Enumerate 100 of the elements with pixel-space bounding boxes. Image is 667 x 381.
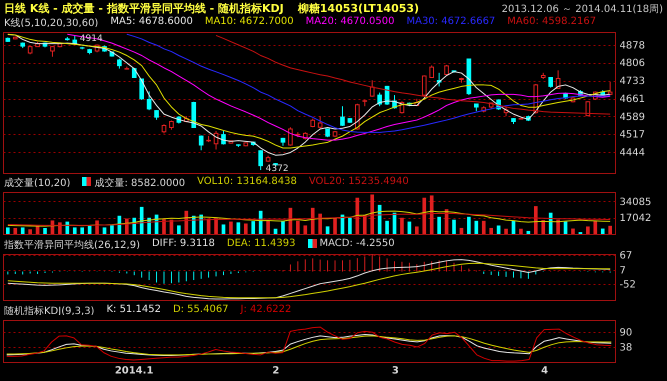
y-tick-label: 67 (620, 250, 632, 262)
bar (229, 222, 233, 234)
bar (408, 222, 412, 234)
candlestick (422, 74, 427, 97)
bar (452, 220, 456, 234)
bar (177, 225, 181, 234)
y-tick-label: 4733 (620, 76, 645, 88)
bar (6, 227, 10, 234)
bar (534, 206, 538, 234)
bar (72, 227, 77, 234)
line-series (6, 326, 612, 362)
y-tick-label: 4444 (620, 148, 645, 159)
chart-title: 日线 K线 - 成交量 - 指数平滑异同平均线 - 随机指标KDJ (4, 2, 284, 15)
y-tick-label: 90 (620, 328, 632, 339)
bar (415, 226, 419, 234)
bar (519, 228, 523, 234)
bar (512, 220, 516, 234)
y-tick-label: 4589 (620, 112, 645, 123)
y-tick-label: 7 (620, 265, 626, 276)
bar (600, 228, 605, 234)
legend-title: 随机指标KDJ(9,3,3) (4, 304, 94, 317)
text: MA20: 4670.0500 (306, 16, 394, 27)
candlestick (154, 110, 159, 120)
bar (303, 225, 308, 234)
x-tick-label: 2 (272, 366, 280, 376)
bar (110, 225, 114, 234)
bar (392, 212, 396, 234)
bar (333, 218, 337, 234)
bar (467, 216, 471, 234)
bar (489, 228, 494, 234)
bar (326, 226, 330, 234)
bar (266, 220, 270, 234)
bar (20, 227, 25, 234)
candlestick (340, 106, 345, 126)
bar (564, 222, 568, 234)
bar (88, 226, 92, 234)
candlestick (198, 134, 204, 151)
bar (422, 198, 426, 234)
bar (571, 228, 575, 234)
bar (526, 230, 530, 234)
bar (593, 220, 598, 234)
bar (274, 228, 278, 234)
text: K: 51.1452 (106, 304, 161, 315)
text: MA60: 4598.2167 (507, 16, 596, 27)
bar (296, 220, 300, 234)
chart-subtitle: 柳糖14053(LT14053) (298, 2, 420, 15)
bar (437, 216, 441, 234)
candlestick (169, 120, 174, 130)
candlestick (214, 130, 218, 150)
bar (102, 227, 106, 234)
y-tick-label: 4878 (620, 40, 645, 52)
bar (400, 218, 404, 234)
bar (608, 226, 612, 234)
bar (586, 226, 590, 234)
bar (444, 209, 448, 234)
bar (385, 220, 389, 234)
bar (504, 228, 508, 234)
bar (556, 220, 560, 234)
text: MA5: 4678.6000 (110, 16, 193, 27)
bar (460, 228, 464, 234)
candlestick (548, 76, 553, 88)
bar (80, 227, 84, 234)
y-tick-label: 34085 (620, 196, 652, 208)
y-tick-label: 4806 (620, 58, 645, 70)
bar (281, 220, 285, 234)
text: VOL10: 13164.8438 (197, 176, 297, 187)
bar (95, 220, 99, 234)
candlestick (258, 150, 263, 171)
bar (474, 220, 478, 234)
y-tick-label: 17042 (620, 213, 652, 224)
candlestick (50, 46, 55, 58)
annotation: 4372 (266, 164, 289, 174)
bar (43, 228, 47, 234)
y-tick-label: 4661 (620, 94, 645, 106)
candlestick (608, 81, 612, 96)
bar (162, 219, 166, 234)
candlestick (556, 70, 560, 90)
y-tick-label: 38 (620, 342, 632, 354)
candlestick (370, 80, 375, 98)
text: MA30: 4672.6667 (406, 16, 496, 27)
x-tick-label: 2014.1 (114, 366, 154, 376)
text: 2013.12.06 ～ 2014.04.11(18周) (502, 4, 663, 15)
candlestick (429, 64, 434, 79)
bar (482, 220, 486, 234)
text: DIFF: 9.3118 (152, 238, 215, 249)
bar (496, 226, 500, 234)
bar (28, 229, 32, 234)
text: VOL20: 15235.4940 (308, 176, 409, 187)
bar (348, 218, 352, 234)
bar (244, 224, 248, 234)
text: DEA: 11.4393 (226, 238, 296, 249)
candlestick (146, 90, 152, 111)
bar (356, 198, 360, 234)
text: MA10: 4672.7000 (204, 16, 294, 27)
y-tick-label: 4517 (620, 130, 645, 141)
y-tick-label: -52 (620, 280, 636, 291)
line-series (66, 34, 611, 141)
bar (214, 218, 218, 234)
candlestick (117, 58, 122, 70)
x-tick-label: 3 (392, 366, 399, 376)
